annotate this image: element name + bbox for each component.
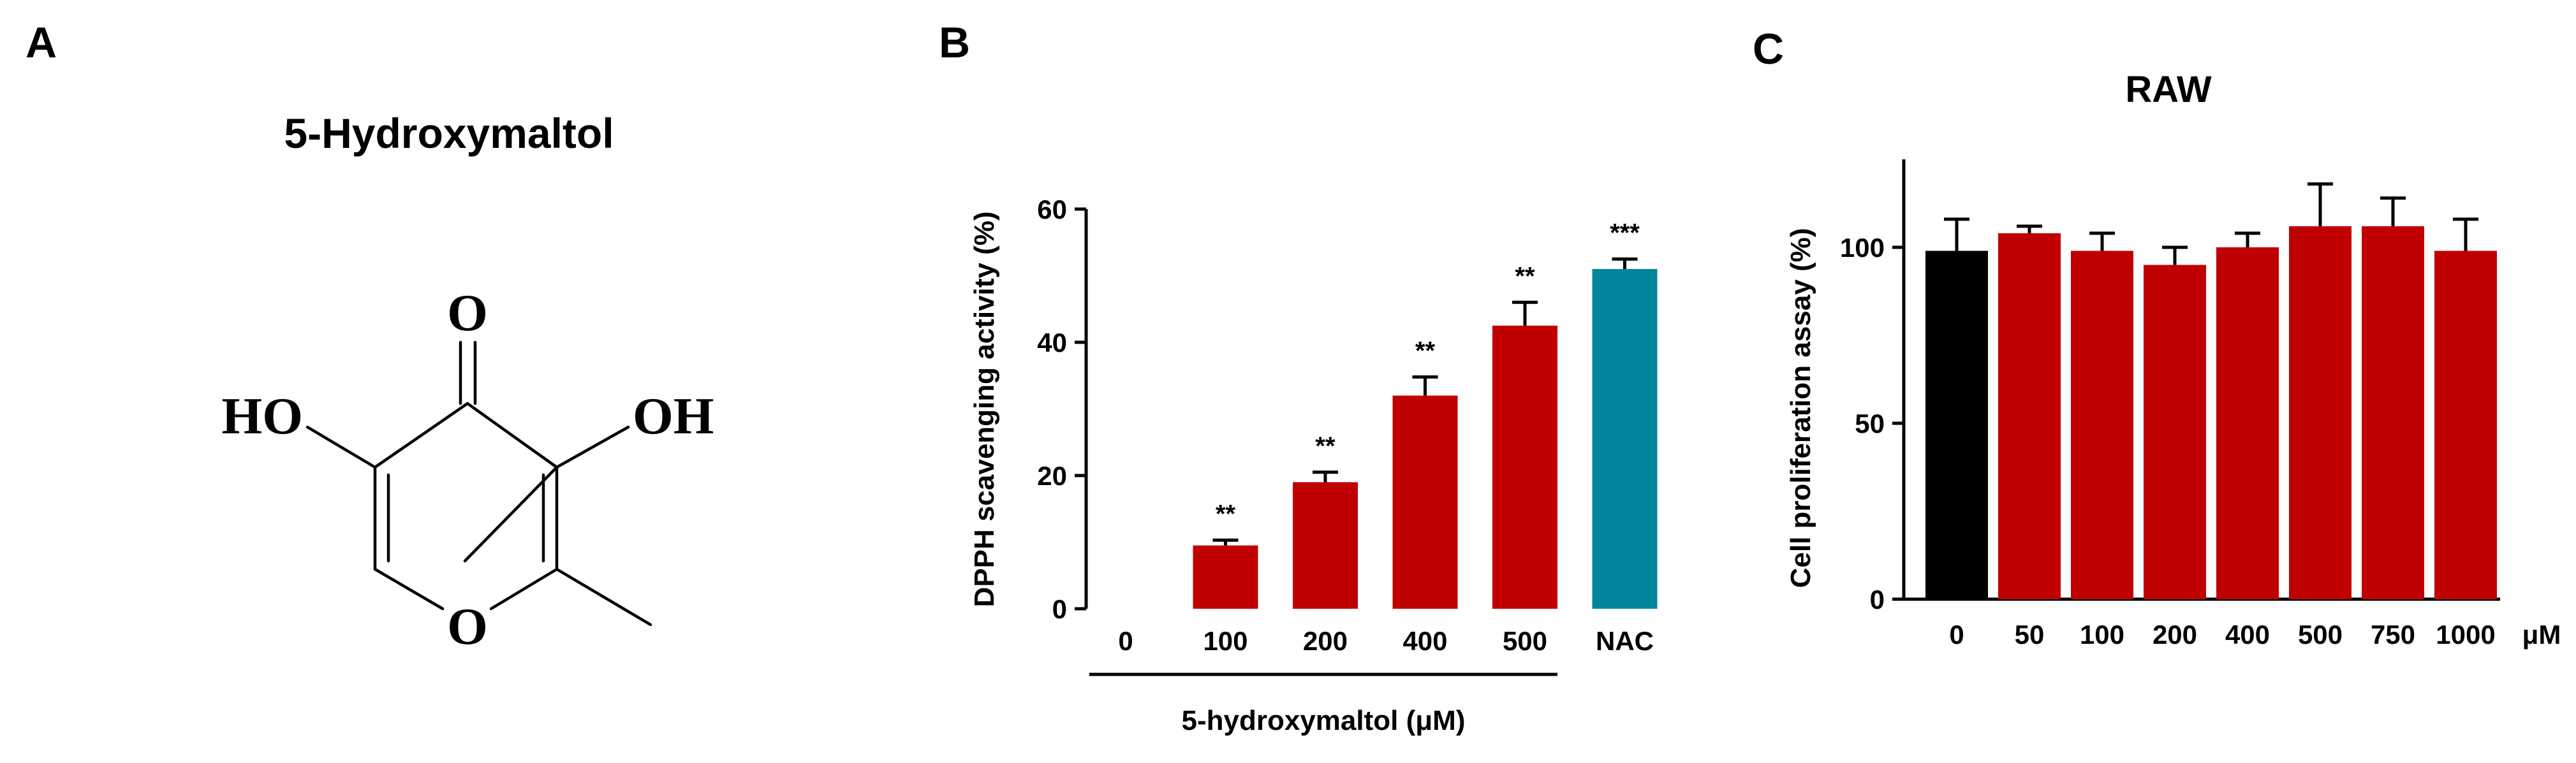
x-tick-label: 100 (2080, 620, 2124, 650)
compound-name: 5-Hydroxymaltol (284, 110, 614, 157)
bar (2216, 247, 2279, 599)
y-tick-label: 60 (1037, 194, 1067, 224)
x-tick-label: 750 (2371, 620, 2415, 650)
bond-c4-c5 (373, 402, 469, 469)
chart-c-yticks: 0 50 100 (1840, 233, 1904, 614)
x-tick-label: 0 (1949, 620, 1964, 650)
bond-c5-oh (305, 425, 377, 469)
panel-a-letter: A (26, 18, 57, 67)
chart-c-xticks: 0 50 100 200 400 500 750 1000 (1949, 620, 2495, 650)
panel-b-letter: B (939, 18, 970, 67)
panel-c: C RAW Cell proliferation assay (%) 0 50 10… (1753, 25, 2561, 650)
x-tick-label: 100 (1203, 626, 1248, 656)
y-tick-label: 50 (1855, 409, 1885, 439)
x-tick-label: 0 (1118, 626, 1133, 656)
chemical-structure: O HO OH O (221, 284, 714, 655)
bar (1925, 251, 1988, 599)
x-tick-label: 200 (2153, 620, 2197, 650)
bar (2144, 265, 2206, 600)
atom-oh-right: OH (633, 387, 714, 445)
chart-c-unit: μM (2522, 620, 2561, 650)
chart-b-ylabel: DPPH scavenging activity (%) (969, 211, 1000, 607)
y-tick-label: 100 (1840, 233, 1885, 263)
panel-b: B DPPH scavenging activity (%) 0 20 40 60 *… (939, 18, 1658, 736)
significance-label: ** (1315, 432, 1336, 460)
bond-c2-c3 (466, 402, 559, 469)
significance-label: ** (1415, 337, 1436, 365)
significance-label: ** (1515, 262, 1535, 290)
y-tick-label: 0 (1870, 585, 1885, 614)
atom-ring-o: O (447, 597, 488, 655)
bar (2071, 251, 2133, 599)
bar (1998, 233, 2061, 599)
bar (2362, 226, 2424, 599)
chart-b-yticks: 0 20 40 60 (1037, 194, 1086, 624)
x-tick-label: 400 (1402, 626, 1447, 656)
x-tick-label: 400 (2225, 620, 2270, 650)
panel-a: A 5-Hydroxymaltol O HO OH O (26, 18, 714, 655)
x-tick-label: NAC (1596, 626, 1654, 656)
bond-methyl (555, 567, 652, 627)
chart-c-title: RAW (2125, 69, 2212, 110)
bar (1492, 325, 1557, 609)
bond-c3-oh (555, 425, 630, 469)
significance-label: *** (1610, 219, 1640, 247)
chart-c-bars (1925, 182, 2497, 600)
bond-c3-c4 (463, 465, 559, 563)
bar (2289, 226, 2352, 599)
panel-c-letter: C (1753, 25, 1784, 73)
atom-carbonyl-o: O (447, 284, 488, 342)
x-tick-label: 200 (1303, 626, 1348, 656)
bar (1392, 395, 1458, 609)
y-tick-label: 20 (1037, 461, 1067, 491)
x-tick-label: 500 (1503, 626, 1547, 656)
chart-b-xticks: 0 100 200 400 500 NAC (1118, 626, 1654, 656)
chart-c-ylabel: Cell proliferation assay (%) (1785, 228, 1816, 588)
bar (2434, 251, 2497, 599)
bar (1193, 545, 1258, 609)
atom-ho-left: HO (221, 387, 303, 445)
significance-label: ** (1216, 500, 1236, 528)
x-tick-label: 1000 (2436, 620, 2495, 650)
y-tick-label: 0 (1052, 594, 1067, 624)
chart-b-bars: *********** (1193, 219, 1658, 609)
x-tick-label: 500 (2298, 620, 2343, 650)
y-tick-label: 40 (1037, 328, 1067, 358)
bond-o-c2 (489, 567, 559, 611)
bond-c6-o (373, 567, 445, 611)
bar (1592, 269, 1658, 609)
x-tick-label: 50 (2015, 620, 2045, 650)
bar (1293, 482, 1358, 609)
chart-b-xlabel: 5-hydroxymaltol (μM) (1182, 705, 1466, 736)
